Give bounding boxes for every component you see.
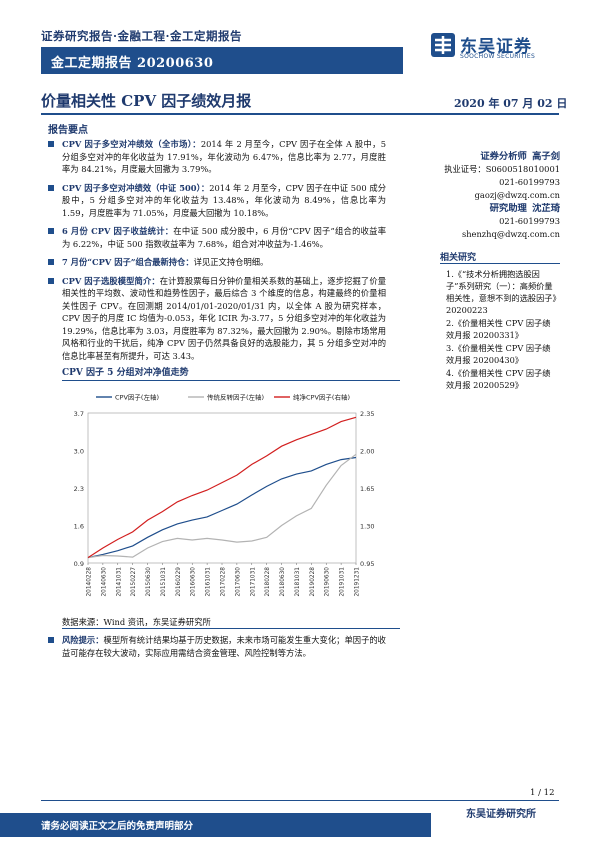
x-tick-label: 20161031 xyxy=(206,567,212,597)
summary-paragraph: CPV 因子多空对冲绩效（全市场）：2014 年 2 月至今，CPV 因子在全体… xyxy=(46,138,386,176)
risk-lead: 风险提示： xyxy=(62,635,104,645)
legend-label-2: 传统反转因子(左轴) xyxy=(207,393,264,402)
y-right-tick-label: 0.95 xyxy=(360,560,374,568)
bullet-square-icon xyxy=(48,277,54,284)
page-title: 价量相关性 CPV 因子绩效月报 xyxy=(41,92,252,110)
x-tick-label: 20190630 xyxy=(325,567,331,597)
analyst-name: 高子剑 xyxy=(532,151,560,162)
x-tick-label: 20160630 xyxy=(191,567,197,597)
x-tick-label: 20170228 xyxy=(221,567,227,597)
legend-label-3: 纯净CPV因子(右轴) xyxy=(293,393,350,402)
footer-disclaimer: 请务必阅读正文之后的免责声明部分 xyxy=(41,821,194,832)
related-item[interactable]: 2.《价量相关性 CPV 因子绩效月报 20200331》 xyxy=(446,318,551,340)
related-item[interactable]: 3.《价量相关性 CPV 因子绩效月报 20200430》 xyxy=(446,343,551,365)
chart-title: CPV 因子 5 分组对冲净值走势 xyxy=(62,368,189,378)
x-tick-label: 20140630 xyxy=(101,567,107,597)
summary-paragraph: 6 月份 CPV 因子收益统计：在中证 500 成分股中，6 月份“CPV 因子… xyxy=(46,225,386,250)
x-tick-label: 20191231 xyxy=(355,567,361,597)
x-tick-label: 20170630 xyxy=(235,567,241,597)
chart-rule xyxy=(62,380,400,381)
x-tick-label: 20151031 xyxy=(161,567,167,597)
risk-note: 风险提示：模型所有统计结果均基于历史数据，未来市场可能发生重大变化；单因子的收益… xyxy=(46,634,386,665)
chart-source: 数据来源：Wind 资讯，东吴证券研究所 xyxy=(62,617,211,627)
bullet-square-icon xyxy=(48,184,54,191)
x-tick-label: 20180228 xyxy=(265,567,271,597)
paragraph-text: 2014 年 2 月至今，CPV 因子在中证 500 成分股中，5 分组多空对冲… xyxy=(62,182,386,218)
y-left-tick-label: 2.3 xyxy=(74,485,84,493)
bullet-square-icon xyxy=(48,637,54,643)
related-rule xyxy=(440,263,560,264)
x-tick-label: 20150630 xyxy=(146,567,152,597)
analyst-phone: 021-60199793 xyxy=(499,177,560,187)
x-tick-label: 20180630 xyxy=(280,567,286,597)
legend-label-1: CPV因子(左轴) xyxy=(115,393,159,402)
assistant-title: 研究助理 xyxy=(489,203,527,214)
company-logo: 东吴证券 SOOCHOW SECURITIES xyxy=(430,30,560,64)
report-id: 金工定期报告 20200630 xyxy=(51,56,214,71)
paragraph-text: 在计算股票每日分钟价量相关系数的基础上，逐步挖掘了价量相关性的平均数、波动性和趋… xyxy=(62,275,386,361)
risk-paragraph: 风险提示：模型所有统计结果均基于历史数据，未来市场可能发生重大变化；单因子的收益… xyxy=(46,634,386,659)
x-tick-label: 20150227 xyxy=(131,567,137,597)
x-tick-label: 20190228 xyxy=(310,567,316,597)
paragraph-lead: 6 月份 CPV 因子收益统计： xyxy=(62,226,174,236)
series-line-3 xyxy=(87,416,357,559)
nav-line-chart: 0.9 1.6 2.3 3.0 3.7 0.95 1.30 1.65 2.00 2.35 20140… xyxy=(74,393,375,597)
x-tick-label: 20181031 xyxy=(295,567,301,597)
related-item[interactable]: 1.《“技术分析拥抱选股因子”系列研究（一）：高频价量相关性，意想不到的选股因子… xyxy=(446,269,557,315)
risk-text: 模型所有统计结果均基于历史数据，未来市场可能发生重大变化；单因子的收益可能存在较… xyxy=(62,635,386,658)
paragraph-lead: 7 月份“CPV 因子”组合最新持仓： xyxy=(62,257,194,267)
y-right-tick-label: 2.00 xyxy=(360,448,374,456)
summary-body: CPV 因子多空对冲绩效（全市场）：2014 年 2 月至今，CPV 因子在全体… xyxy=(46,138,386,368)
related-item[interactable]: 4.《价量相关性 CPV 因子绩效月报 20200529》 xyxy=(446,368,551,390)
x-tick-label: 20171031 xyxy=(250,567,256,597)
assistant-phone: 021-60199793 xyxy=(499,216,560,226)
x-tick-label: 20141031 xyxy=(116,567,122,597)
summary-paragraph: 7 月份“CPV 因子”组合最新持仓：详见正文持仓明细。 xyxy=(46,256,386,269)
report-series-line: 证券研究报告·金融工程·金工定期报告 xyxy=(41,29,243,43)
x-tick-label: 20140228 xyxy=(87,567,93,597)
paragraph-text: 详见正文持仓明细。 xyxy=(193,257,269,267)
paragraph-lead: CPV 因子选股模型简介： xyxy=(62,275,160,286)
y-right-tick-label: 1.65 xyxy=(360,485,374,493)
report-id-bar: 金工定期报告 20200630 xyxy=(41,47,403,74)
footer-rule xyxy=(41,800,559,801)
bullet-square-icon xyxy=(48,259,54,265)
title-rule xyxy=(41,113,559,115)
y-right-tick-label: 2.35 xyxy=(360,410,374,418)
analyst-email[interactable]: gaozj@dwzq.com.cn xyxy=(474,190,560,200)
logo-en: SOOCHOW SECURITIES xyxy=(460,53,536,60)
assistant-email[interactable]: shenzhq@dwzq.com.cn xyxy=(461,229,560,239)
summary-paragraph: CPV 因子多空对冲绩效（中证 500）：2014 年 2 月至今，CPV 因子… xyxy=(46,182,386,220)
paragraph-text: 2014 年 2 月至今，CPV 因子在全体 A 股中，5 分组多空对冲的年化收… xyxy=(62,139,386,174)
series-line-2 xyxy=(87,453,357,559)
paragraph-text: 在中证 500 成分股中，6 月份“CPV 因子”组合的收益率为 6.22%，中… xyxy=(62,226,386,249)
source-rule xyxy=(62,628,400,629)
logo-mark-icon xyxy=(431,33,455,57)
y-left-tick-label: 3.0 xyxy=(74,448,84,456)
x-tick-label: 20191031 xyxy=(340,567,346,597)
bullet-square-icon xyxy=(48,228,54,234)
series-line-1 xyxy=(87,456,357,559)
footer-bar: 请务必阅读正文之后的免责声明部分 xyxy=(0,813,431,837)
logo-cn: 东吴证券 xyxy=(460,37,532,57)
related-list: 1.《“技术分析拥抱选股因子”系列研究（一）：高频价量相关性，意想不到的选股因子… xyxy=(446,268,558,392)
y-left-tick-label: 1.6 xyxy=(74,523,84,531)
y-right-tick-label: 1.30 xyxy=(360,523,374,531)
analyst-title: 证券分析师 xyxy=(480,151,527,162)
y-left-tick-label: 0.9 xyxy=(74,560,84,568)
section-heading: 报告要点 xyxy=(48,125,88,136)
summary-paragraph: CPV 因子选股模型简介：在计算股票每日分钟价量相关系数的基础上，逐步挖掘了价量… xyxy=(46,275,386,363)
analyst-panel: 证券分析师 高子剑 执业证号：S0600518010001 021-601997… xyxy=(440,150,560,241)
report-date: 2020 年 07 月 02 日 xyxy=(454,97,568,110)
page-number: 1 / 12 xyxy=(530,788,555,798)
paragraph-lead: CPV 因子多空对冲绩效（全市场）： xyxy=(62,139,201,149)
related-heading: 相关研究 xyxy=(440,253,477,263)
paragraph-lead: CPV 因子多空对冲绩效（中证 500）： xyxy=(62,182,210,193)
x-tick-label: 20160229 xyxy=(176,567,182,597)
y-left-tick-label: 3.7 xyxy=(74,410,84,418)
analyst-license: 执业证号：S0600518010001 xyxy=(444,164,560,174)
footer-institute: 东吴证券研究所 xyxy=(466,809,536,820)
bullet-square-icon xyxy=(48,141,54,147)
assistant-name: 沈芷琦 xyxy=(532,203,560,214)
